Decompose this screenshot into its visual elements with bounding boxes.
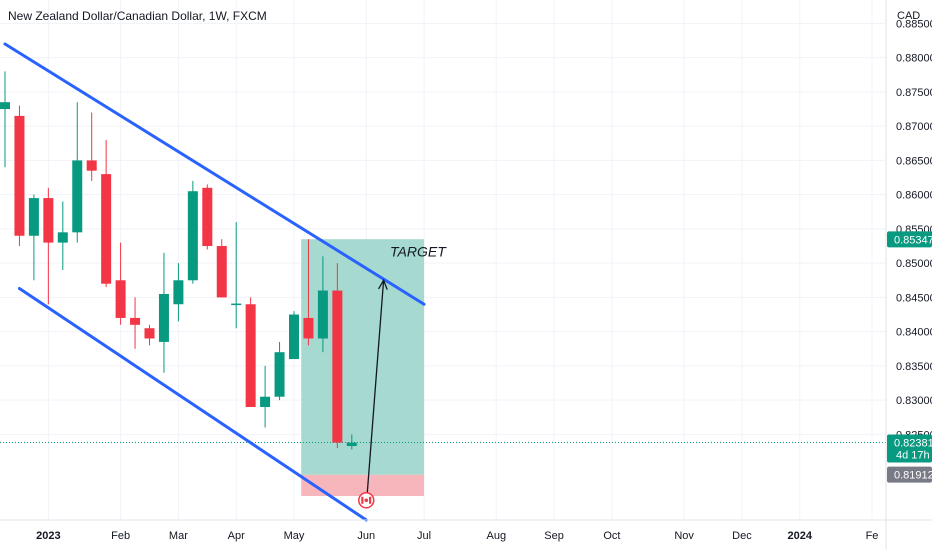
candle-body [303, 317, 314, 339]
candle-body [144, 328, 155, 339]
loss-zone[interactable] [301, 474, 425, 497]
candle-body [72, 160, 83, 233]
time-tick-label: Feb [111, 530, 130, 542]
price-axis[interactable]: 0.88500 0.88000 0.87500 0.87000 0.86500 0.860… [885, 0, 932, 550]
time-tick-label: 2024 [788, 530, 813, 542]
candle-body [115, 280, 126, 318]
time-tick-label: Mar [169, 530, 188, 542]
candle-body [86, 160, 97, 171]
candle-body [173, 280, 184, 305]
candle-body [158, 293, 169, 342]
target-arrow[interactable] [365, 278, 388, 507]
flag-band-right [369, 496, 372, 504]
canada-flag-icon[interactable] [358, 492, 375, 509]
candle-body [101, 174, 112, 284]
chart-title: New Zealand Dollar/Canadian Dollar, 1W, … [8, 9, 267, 23]
candles [0, 71, 357, 450]
price-tick-label: 0.86000 [896, 190, 932, 202]
arrow-shaft[interactable] [365, 280, 385, 507]
price-label-bg [887, 466, 932, 483]
time-tick-label: Sep [544, 530, 564, 542]
candle-body [346, 442, 357, 447]
price-label-text: 0.82381 [894, 438, 932, 450]
candle-body [28, 198, 39, 236]
price-tick-label: 0.88500 [896, 18, 932, 30]
price-tick-label: 0.83000 [896, 395, 932, 407]
price-tick-label: 0.87500 [896, 87, 932, 99]
position-zones [301, 239, 425, 497]
candle-body [274, 352, 285, 397]
target-annotation[interactable]: TARGET [390, 243, 447, 259]
price-label-text: 0.81912 [894, 470, 932, 482]
time-tick-label: Fe [866, 530, 879, 542]
time-tick-label: Nov [674, 530, 694, 542]
candle-body [57, 232, 68, 243]
price-label-countdown: 4d 17h [896, 450, 930, 462]
candle-body [43, 198, 54, 243]
price-label-bg [887, 231, 932, 248]
channel-upper-line[interactable] [3, 42, 426, 306]
time-tick-label: 2023 [36, 530, 60, 542]
time-tick-label: May [284, 530, 305, 542]
grid-lines [0, 0, 886, 520]
candle-body [130, 317, 141, 325]
time-tick-label: Oct [603, 530, 620, 542]
candle-body [216, 246, 227, 298]
price-tick-label: 0.84000 [896, 327, 932, 339]
time-tick-label: Aug [487, 530, 507, 542]
time-tick-label: Jun [357, 530, 375, 542]
price-tick-label: 0.87000 [896, 121, 932, 133]
candle-body [187, 191, 198, 281]
price-tick-label: 0.86500 [896, 155, 932, 167]
candle-body [332, 290, 343, 443]
price-label-bg [887, 434, 932, 463]
candle-body [245, 304, 256, 407]
price-tick-label: 0.85000 [896, 258, 932, 270]
arrow-head[interactable] [378, 278, 388, 290]
price-tick-label: 0.83500 [896, 361, 932, 373]
candle-body [231, 303, 242, 306]
price-label-text: 0.85347 [894, 234, 932, 246]
candle-body [202, 187, 213, 247]
candle-body [289, 314, 299, 360]
time-tick-label: Jul [417, 530, 431, 542]
flag-band-left [361, 496, 364, 504]
price-tick-label: 0.88000 [896, 53, 932, 65]
currency-label: CAD [897, 10, 920, 22]
time-tick-label: Apr [228, 530, 245, 542]
channel-lines[interactable] [3, 42, 426, 522]
time-tick-label: Dec [732, 530, 752, 542]
price-tick-label: 0.84500 [896, 292, 932, 304]
candle-body [317, 290, 328, 339]
candle-body [14, 115, 25, 236]
candle-body [260, 396, 271, 407]
channel-lower-line[interactable] [17, 286, 368, 522]
flag-leaf [364, 498, 369, 503]
candle-body [0, 102, 10, 110]
profit-zone[interactable] [301, 239, 425, 475]
time-axis[interactable]: 2023 Feb Mar Apr May Jun Jul Aug Sep Oct Nov Dec 202… [0, 519, 932, 542]
